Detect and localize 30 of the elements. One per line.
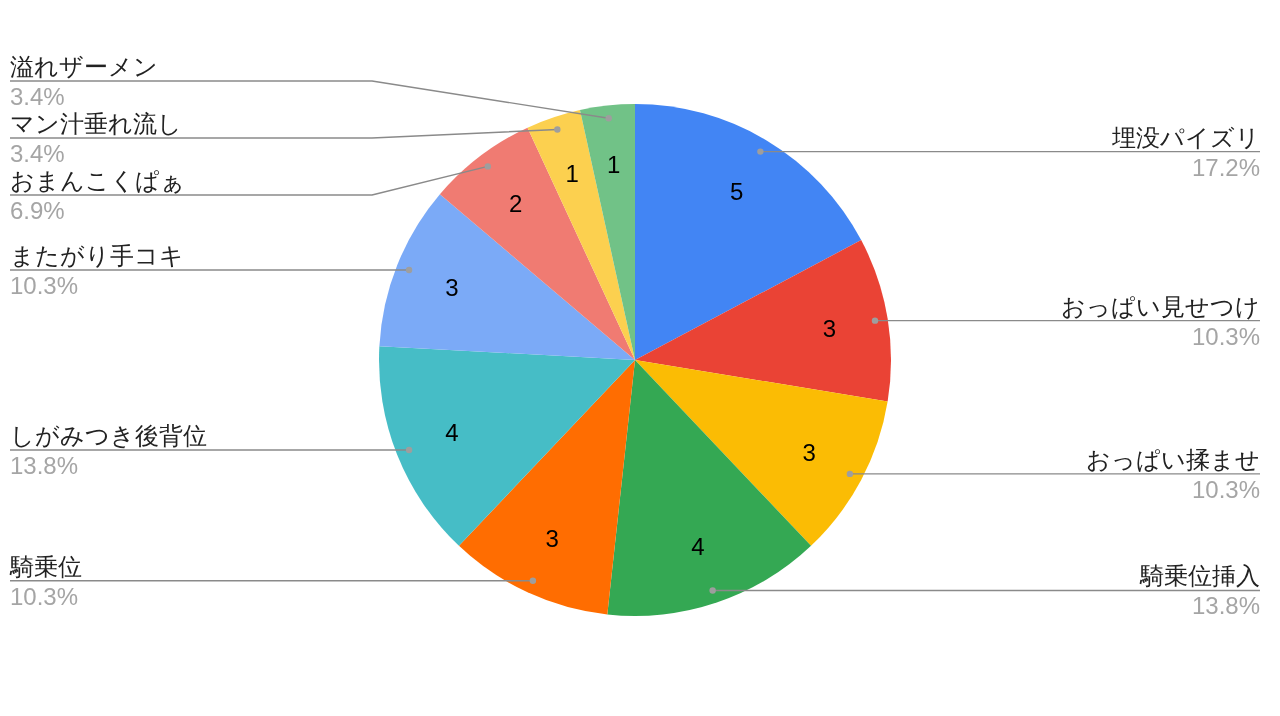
slice-label: 騎乗位挿入 (1140, 562, 1260, 590)
slice-label: しがみつき後背位 (10, 422, 207, 449)
slice-share: 10.3% (10, 272, 79, 299)
data-label: 4 (691, 533, 705, 561)
slice-share: 10.3% (1191, 322, 1260, 350)
slice-share: 10.3% (1191, 475, 1260, 503)
slice-share: 10.3% (10, 582, 79, 610)
slice-share: 6.9% (10, 197, 65, 225)
slice-label: 騎乗位 (10, 552, 82, 580)
slice-share: 17.2% (1191, 153, 1260, 181)
data-label: 5 (729, 177, 744, 205)
slice-share: 13.8% (1191, 592, 1260, 620)
data-label: 4 (445, 419, 459, 447)
data-label: 3 (545, 525, 559, 553)
data-label: 3 (802, 438, 816, 466)
slice-share: 13.8% (10, 452, 79, 479)
slice-label: 埋没パイズリ (1112, 123, 1260, 151)
slice-share: 3.4% (10, 140, 65, 168)
data-label: 3 (445, 273, 459, 301)
slice-label: おっぱい揉ませ (1086, 445, 1260, 473)
data-label: 1 (565, 159, 579, 187)
slice-label: マン汁垂れ流し (10, 110, 182, 138)
slice-label: おっぱい見せつけ (1061, 292, 1260, 320)
slice-label: 溢れザーメン (10, 53, 158, 81)
slice-share: 3.4% (10, 83, 65, 111)
slice-label: おまんこくぱぁ (10, 167, 185, 195)
data-label: 3 (822, 314, 837, 342)
slice-label: またがり手コキ (10, 242, 184, 269)
data-label: 2 (509, 189, 523, 217)
data-label: 1 (607, 150, 621, 178)
